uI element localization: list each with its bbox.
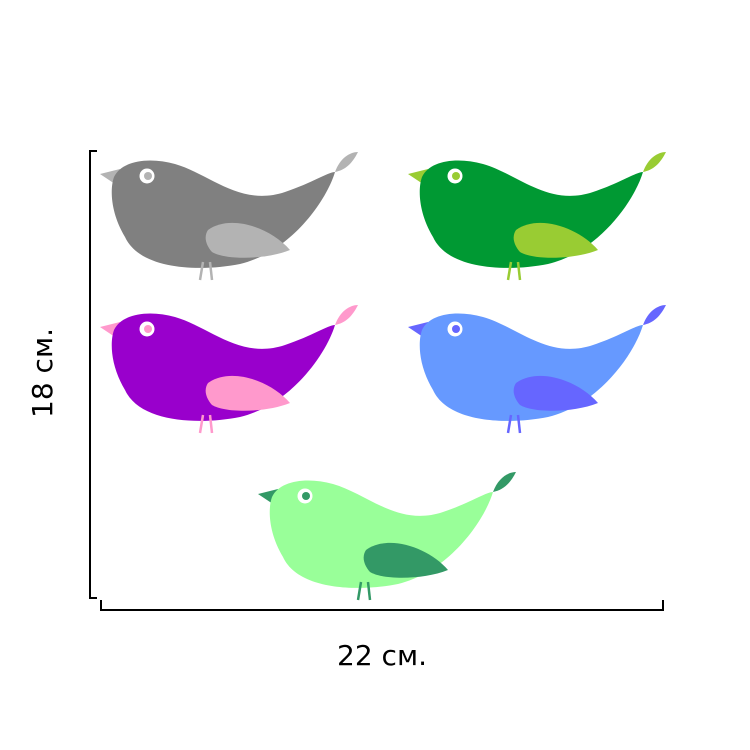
- height-bracket: [89, 150, 97, 599]
- width-bracket: [100, 600, 664, 611]
- height-label: 18 см.: [26, 328, 59, 418]
- width-label: 22 см.: [337, 639, 427, 672]
